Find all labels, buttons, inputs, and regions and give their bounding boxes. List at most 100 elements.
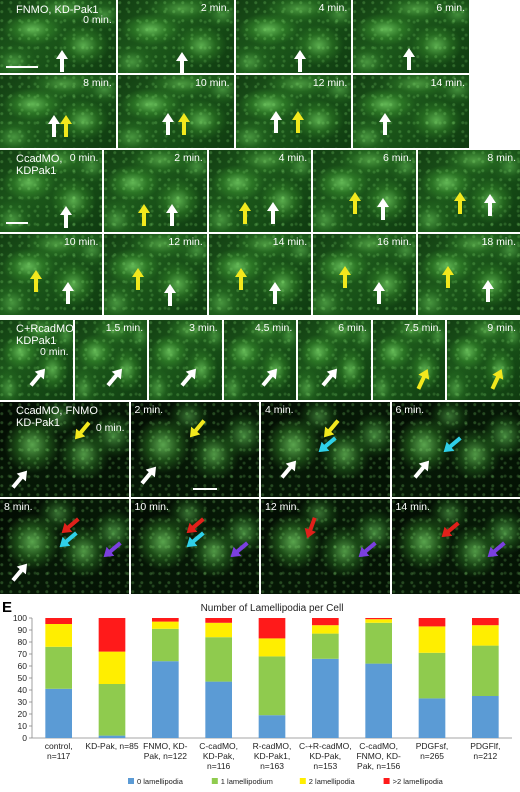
y-tick-label: 90: [18, 625, 28, 635]
bar-segment: [205, 622, 232, 638]
white-arrow-icon: [373, 281, 386, 304]
bar-segment: [418, 626, 446, 653]
panel-a-time: 6 min.: [436, 2, 465, 14]
bar-segment: [258, 638, 286, 657]
yellow-arrow-icon: [60, 115, 72, 137]
white-arrow-icon: [48, 115, 60, 137]
yellow-arrow-icon: [30, 269, 42, 292]
panel-d-time: 14 min.: [395, 501, 430, 513]
x-tick-label: FNMO, KD-Pak, n=122: [143, 741, 188, 761]
bar-segment: [152, 661, 179, 738]
panel-c-time: 1.5 min.: [105, 322, 144, 334]
red-arrow-icon: [441, 519, 460, 541]
panel-a-time: 10 min.: [195, 77, 230, 89]
white-arrow-icon: [175, 52, 188, 73]
white-arrow-icon: [164, 283, 177, 306]
y-tick-label: 30: [18, 697, 28, 707]
white-arrow-icon: [56, 50, 68, 72]
scale-bar: [6, 222, 28, 224]
bar-segment: [98, 735, 126, 738]
bar-segment: [45, 646, 72, 689]
panel-c-frame: 4.5 min.: [223, 320, 297, 400]
bar-segment: [312, 658, 339, 738]
panel-a-grid: 0 min. 2 min. 4 min. 6 min. 8 min. 10 mi…: [0, 0, 469, 148]
bar-segment: [365, 663, 392, 738]
bar-segment: [98, 618, 126, 652]
bar-segment: [472, 645, 499, 696]
yellow-arrow-icon: [453, 192, 466, 214]
legend-label: >2 lamellipodia: [393, 777, 444, 786]
bar-segment: [418, 652, 446, 699]
white-arrow-icon: [379, 113, 392, 135]
panel-b-frame: 10 min.: [0, 233, 103, 315]
panel-b-time: 16 min.: [377, 235, 412, 248]
panel-d-frame: 12 min.: [261, 499, 390, 594]
white-arrow-icon: [11, 561, 28, 583]
panel-a-frame: 12 min.: [235, 75, 352, 148]
panel-d-time: 8 min.: [4, 501, 33, 513]
cyan-arrow-icon: [443, 434, 462, 456]
legend-label: 2 lamellipodia: [309, 777, 356, 786]
purple-arrow-icon: [487, 539, 506, 561]
white-arrow-icon: [280, 458, 297, 480]
panel-d-frame: 0 min.: [0, 402, 129, 497]
panel-d-frame: 4 min.: [261, 402, 390, 497]
red-arrow-icon: [61, 515, 80, 537]
yellow-arrow-icon: [349, 192, 362, 214]
panel-b-frame: 8 min.: [417, 150, 520, 232]
bar-segment: [45, 618, 72, 624]
y-tick-label: 70: [18, 649, 28, 659]
yellow-arrow-icon: [490, 368, 504, 390]
bar-segment: [472, 625, 499, 646]
panel-d-time: 6 min.: [395, 404, 425, 416]
panel-b-time: 0 min.: [69, 152, 99, 164]
panel-d-grid: 0 min. 2 min. 4 min. 6 min. 8 min. 10 mi…: [0, 402, 520, 594]
panel-b-frame: 4 min.: [208, 150, 312, 232]
yellow-arrow-icon: [138, 204, 151, 226]
panel-c-time: 7.5 min.: [404, 322, 442, 334]
white-arrow-icon: [105, 366, 122, 388]
panel-c-frame: 7.5 min.: [372, 320, 446, 400]
panel-d-time: 12 min.: [265, 501, 300, 513]
panel-c-time: 4.5 min.: [254, 322, 293, 334]
panel-b-header: CcadMO, KDPak1: [16, 153, 63, 177]
yellow-arrow-icon: [416, 368, 430, 390]
bar-segment: [472, 618, 499, 626]
bar-segment: [418, 698, 446, 738]
panel-d-frame: 8 min.: [0, 499, 129, 594]
panel-d-frame: 6 min.: [391, 402, 520, 497]
x-tick-label: C-+R-cadMO, KD-Pak, n=153: [299, 741, 352, 771]
yellow-arrow-icon: [441, 265, 454, 288]
panel-c-frame: 0 min.: [0, 320, 73, 400]
panel-d-frame: 10 min.: [130, 499, 259, 594]
legend-swatch: [299, 778, 306, 784]
panel-a-time: 8 min.: [83, 77, 112, 89]
x-tick-label: control, n=117: [45, 741, 73, 761]
yellow-arrow-icon: [238, 202, 251, 224]
panel-d-time: 10 min.: [134, 501, 169, 513]
legend-swatch: [128, 778, 134, 784]
panel-a-time: 0 min.: [83, 14, 112, 26]
panel-c-time: 0 min.: [40, 346, 69, 358]
panel-c-frame: 3 min.: [149, 320, 222, 400]
panel-d-time: 2 min.: [134, 404, 164, 416]
panel-a-header: FNMO, KD-Pak1: [16, 4, 99, 16]
panel-c-header: C+RcadMO KDPak1: [16, 323, 74, 347]
lamellipodia-chart: Number of Lamellipodia per Cell 0 10 20 30 40…: [0, 600, 520, 792]
panel-c-grid: 0 min. 1.5 min. 3 min. 4.5 min. 6 min. 7…: [0, 320, 520, 400]
panel-d-time: 4 min.: [265, 404, 294, 416]
panel-b-frame: 12 min.: [104, 233, 207, 315]
panel-a-time: 14 min.: [430, 77, 465, 89]
panel-a-frame: 14 min.: [353, 75, 469, 148]
purple-arrow-icon: [230, 539, 249, 561]
white-arrow-icon: [269, 111, 282, 133]
panel-b-time: 2 min.: [174, 152, 203, 164]
panel-a-frame: 8 min.: [0, 75, 116, 148]
panel-b-time: 18 min.: [481, 235, 516, 248]
bar-segment: [152, 628, 179, 662]
white-arrow-icon: [60, 206, 72, 228]
legend-swatch: [383, 778, 390, 784]
scale-bar: [192, 488, 217, 490]
panel-c-frame: 1.5 min.: [74, 320, 148, 400]
bar-segment: [365, 619, 392, 623]
